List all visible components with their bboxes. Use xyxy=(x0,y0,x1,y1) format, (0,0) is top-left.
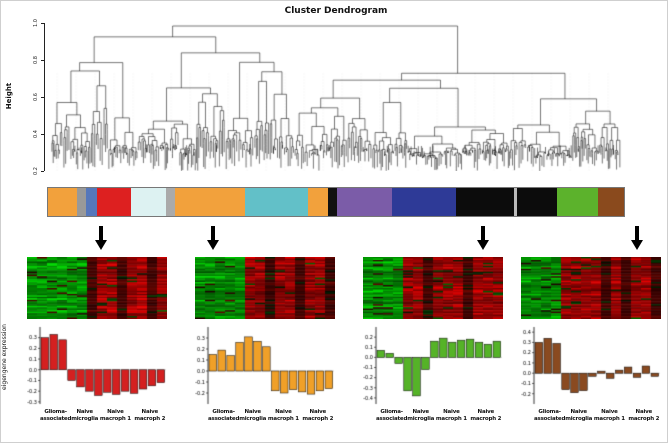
dendrogram-y-axis-label: Height xyxy=(5,82,13,110)
colorbar-segment xyxy=(86,188,97,216)
sample-group-label: Naive microglia xyxy=(565,409,593,422)
dendrogram-y-axis xyxy=(44,23,45,171)
eigengene-barplot-orange xyxy=(195,323,335,407)
down-arrow-orange xyxy=(207,226,219,251)
sample-group-label: Naive macroph 1 xyxy=(593,409,625,422)
dendrogram-y-tick-mark xyxy=(41,134,44,135)
dendrogram-title: Cluster Dendrogram xyxy=(284,6,388,16)
colorbar-segment xyxy=(76,188,87,216)
eigengene-barplot-green xyxy=(363,323,503,407)
module-panel-orange: Glioma-associated Naive microglia Naive macr… xyxy=(195,257,335,442)
colorbar-segment xyxy=(516,188,558,216)
arrow-shaft xyxy=(99,226,103,241)
sample-group-label: Glioma-associated xyxy=(534,409,566,422)
arrow-shaft xyxy=(635,226,639,241)
sample-group-label: Glioma-associated xyxy=(40,409,72,422)
colorbar-segment xyxy=(131,188,166,216)
eigengene-barplot-brown xyxy=(521,323,661,407)
colorbar-segment xyxy=(597,188,624,216)
sample-group-label: Naive macroph 1 xyxy=(435,409,467,422)
dendrogram-y-tick-label: 0.8 xyxy=(33,56,39,64)
dendrogram-y-tick-mark xyxy=(41,23,44,24)
module-panel-red: Glioma-associated Naive microglia Naive macr… xyxy=(27,257,167,442)
colorbar-segment xyxy=(513,188,517,216)
module-heatmap-green xyxy=(363,257,503,319)
sample-group-labels: Glioma-associated Naive microglia Naive macr… xyxy=(208,409,335,423)
sample-group-label: Naive macroph 2 xyxy=(628,409,660,422)
module-panel-green: Glioma-associated Naive microglia Naive macr… xyxy=(363,257,503,442)
colorbar-segment xyxy=(244,188,309,216)
sample-group-label: Naive macroph 2 xyxy=(302,409,334,422)
sample-group-labels: Glioma-associated Naive microglia Naive macr… xyxy=(534,409,661,423)
dendrogram-y-tick-mark xyxy=(41,171,44,172)
module-panel-brown: Glioma-associated Naive microglia Naive macr… xyxy=(521,257,661,442)
sample-group-label: Naive macroph 1 xyxy=(99,409,131,422)
sample-group-label: Glioma-associated xyxy=(208,409,240,422)
dendrogram-y-tick-label: 0.2 xyxy=(33,167,39,175)
dendrogram-y-tick-mark xyxy=(41,97,44,98)
colorbar-segment xyxy=(392,188,456,216)
arrow-head xyxy=(477,240,489,250)
dendrogram-y-tick-label: 0.6 xyxy=(33,93,39,101)
colorbar-segment xyxy=(337,188,393,216)
eigengene-axis-label: eigengene expression xyxy=(1,324,8,390)
module-heatmap-orange xyxy=(195,257,335,319)
sample-group-labels: Glioma-associated Naive microglia Naive macr… xyxy=(40,409,167,423)
sample-group-label: Naive microglia xyxy=(71,409,99,422)
eigengene-barplot-red xyxy=(27,323,167,407)
arrow-head xyxy=(95,240,107,250)
down-arrow-red xyxy=(95,226,107,251)
module-colorbar xyxy=(47,187,625,217)
module-heatmap-red xyxy=(27,257,167,319)
sample-group-labels: Glioma-associated Naive microglia Naive macr… xyxy=(376,409,503,423)
sample-group-label: Glioma-associated xyxy=(376,409,408,422)
down-arrow-green xyxy=(477,226,489,251)
colorbar-segment xyxy=(48,188,77,216)
arrow-head xyxy=(207,240,219,250)
dendrogram-y-tick-label: 1.0 xyxy=(33,19,39,27)
dendrogram-plot xyxy=(47,21,625,171)
down-arrow-brown xyxy=(631,226,643,251)
colorbar-segment xyxy=(175,188,245,216)
colorbar-segment xyxy=(165,188,176,216)
sample-group-label: Naive macroph 1 xyxy=(267,409,299,422)
dendrogram-y-tick-mark xyxy=(41,60,44,61)
colorbar-segment xyxy=(308,188,329,216)
colorbar-segment xyxy=(328,188,338,216)
colorbar-segment xyxy=(455,188,514,216)
sample-group-label: Naive microglia xyxy=(407,409,435,422)
arrow-shaft xyxy=(481,226,485,241)
module-heatmap-brown xyxy=(521,257,661,319)
sample-group-label: Naive macroph 2 xyxy=(470,409,502,422)
sample-group-label: Naive macroph 2 xyxy=(134,409,166,422)
arrow-head xyxy=(631,240,643,250)
colorbar-segment xyxy=(96,188,132,216)
sample-group-label: Naive microglia xyxy=(239,409,267,422)
arrow-shaft xyxy=(211,226,215,241)
dendrogram-y-tick-label: 0.4 xyxy=(33,130,39,138)
colorbar-segment xyxy=(557,188,598,216)
